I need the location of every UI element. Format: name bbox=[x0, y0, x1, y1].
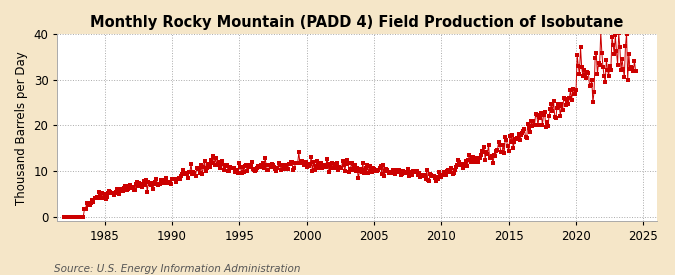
Text: Source: U.S. Energy Information Administration: Source: U.S. Energy Information Administ… bbox=[54, 264, 300, 274]
Title: Monthly Rocky Mountain (PADD 4) Field Production of Isobutane: Monthly Rocky Mountain (PADD 4) Field Pr… bbox=[90, 15, 624, 30]
Y-axis label: Thousand Barrels per Day: Thousand Barrels per Day bbox=[15, 51, 28, 205]
